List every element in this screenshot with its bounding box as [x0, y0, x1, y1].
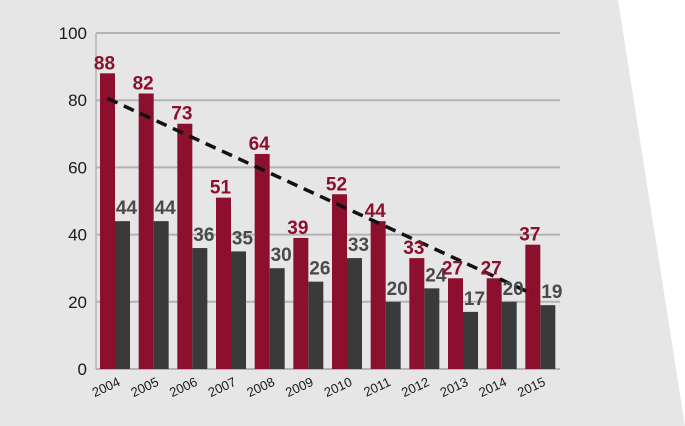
bar-series-2 [424, 288, 440, 369]
bar-series-2 [153, 221, 169, 369]
data-label-series-2: 33 [348, 235, 369, 256]
bar-series-2 [540, 305, 556, 369]
bars [100, 73, 556, 369]
bar-series-2 [385, 301, 401, 369]
grid-lines [96, 32, 560, 303]
bar-series-1 [525, 244, 541, 369]
bar-series-1 [177, 123, 193, 369]
trendline [106, 96, 534, 296]
y-axis: 0 20 40 60 80 100 [59, 24, 560, 379]
bar-series-1 [332, 194, 347, 369]
data-label-series-1: 64 [249, 134, 271, 155]
y-tick-label: 20 [68, 293, 87, 312]
bar-series-1 [486, 278, 502, 369]
data-label-series-2: 17 [464, 289, 485, 310]
data-label-series-1: 27 [442, 258, 463, 279]
data-labels: 8844824473365135643039265233442033242717… [94, 53, 562, 310]
data-label-series-2: 35 [232, 228, 254, 249]
data-label-series-1: 39 [287, 218, 308, 239]
bar-series-2 [347, 258, 362, 369]
bar-series-1 [216, 197, 231, 369]
data-label-series-1: 44 [365, 201, 387, 222]
data-label-series-1: 33 [403, 238, 424, 259]
data-label-series-2: 20 [387, 279, 408, 300]
data-label-series-1: 51 [210, 178, 232, 199]
data-label-series-2: 19 [541, 282, 562, 303]
data-label-series-2: 30 [271, 245, 292, 266]
bar-series-2 [192, 248, 208, 369]
y-tick-label: 80 [68, 91, 87, 110]
data-label-series-1: 73 [171, 104, 192, 125]
bar-series-2 [308, 281, 324, 369]
trendline-group [106, 96, 534, 296]
data-label-series-2: 26 [309, 259, 330, 280]
bar-series-2 [115, 221, 130, 369]
data-label-series-2: 44 [155, 198, 177, 219]
bar-series-1 [448, 278, 463, 369]
bar-series-2 [231, 251, 246, 369]
data-label-series-2: 36 [193, 225, 214, 246]
y-tick-label: 40 [68, 226, 87, 245]
y-tick-label: 60 [68, 158, 87, 177]
data-label-series-2: 20 [503, 279, 524, 300]
bar-series-2 [269, 268, 285, 369]
y-tick-label: 100 [59, 24, 87, 43]
y-tick-label: 0 [78, 360, 87, 379]
bar-series-2 [501, 301, 517, 369]
bar-series-1 [138, 93, 154, 369]
bar-series-1 [254, 153, 270, 369]
data-label-series-1: 52 [326, 174, 347, 195]
bar-series-1 [100, 73, 115, 369]
data-label-series-1: 37 [519, 225, 540, 246]
bar-series-2 [463, 311, 478, 369]
data-label-series-1: 88 [94, 53, 115, 74]
bar-series-1 [409, 258, 425, 369]
data-label-series-1: 82 [133, 73, 154, 94]
data-label-series-2: 44 [116, 198, 138, 219]
data-label-series-2: 24 [425, 265, 447, 286]
bar-series-1 [370, 221, 386, 369]
data-label-series-1: 27 [481, 258, 502, 279]
bar-series-1 [293, 237, 309, 369]
